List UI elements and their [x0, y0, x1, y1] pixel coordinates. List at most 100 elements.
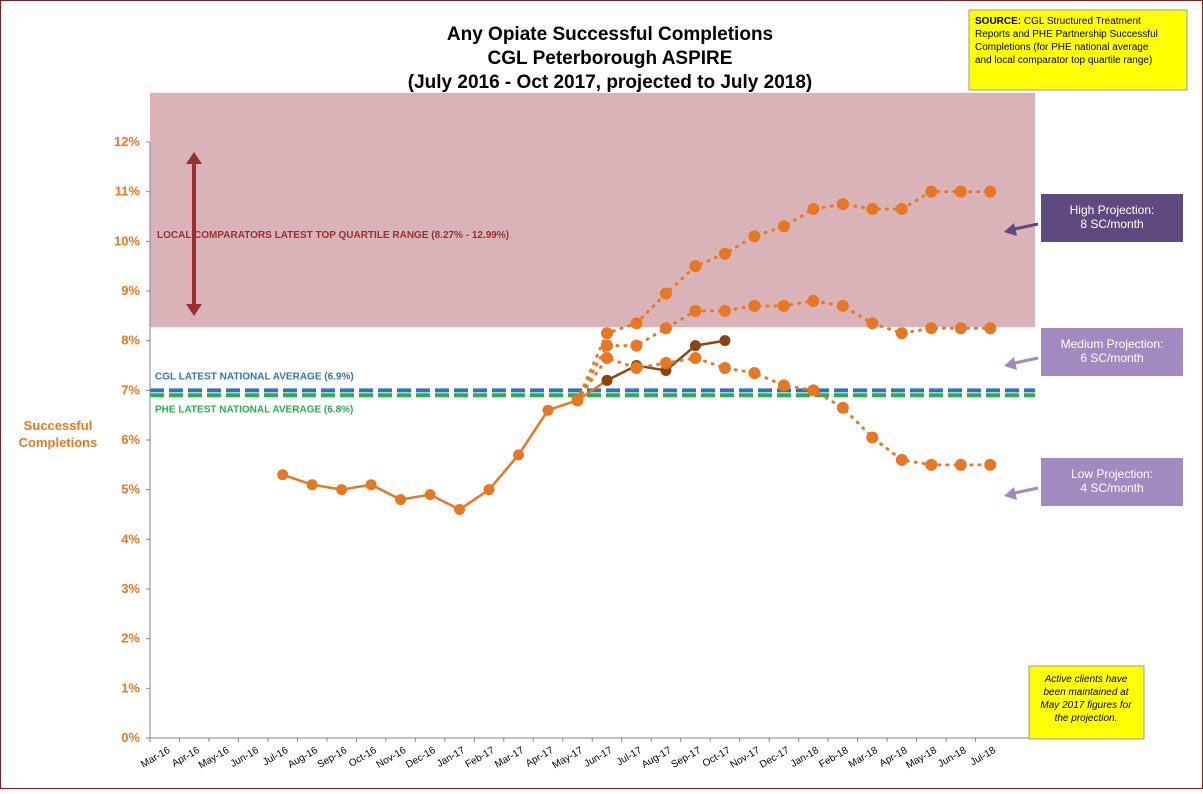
source-line: and local comparator top quartile range): [975, 55, 1152, 66]
callout-text: 4 SC/month: [1080, 481, 1143, 495]
projection-point: [630, 361, 643, 374]
projection-point: [659, 287, 672, 300]
note-text: the projection.: [1055, 713, 1118, 724]
projection-point: [836, 401, 849, 414]
y-tick-label: 1%: [121, 680, 140, 695]
arrow-head: [186, 152, 202, 164]
projection-point: [571, 394, 584, 407]
arrow-head: [186, 304, 202, 316]
projection-point: [748, 299, 761, 312]
projection-point: [866, 431, 879, 444]
y-tick-label: 2%: [121, 631, 140, 646]
projection-point: [659, 322, 672, 335]
y-tick-label: 4%: [121, 531, 140, 546]
projection-point: [984, 458, 997, 471]
projection-point: [836, 198, 849, 211]
projection-point: [748, 230, 761, 243]
projection-point: [807, 384, 820, 397]
projection-point: [689, 260, 702, 273]
actual-point: [306, 479, 318, 491]
projection-point: [866, 317, 879, 330]
callout-arrow-head: [1004, 357, 1017, 370]
callout-text: Medium Projection:: [1061, 337, 1164, 351]
projection-point: [777, 299, 790, 312]
projection-point: [895, 327, 908, 340]
y-tick-label: 9%: [121, 283, 140, 298]
callout-text: 6 SC/month: [1080, 351, 1143, 365]
callout-text: High Projection:: [1070, 203, 1155, 217]
projection-point: [984, 322, 997, 335]
chart-title: CGL Peterborough ASPIRE: [488, 48, 733, 69]
projection-point: [689, 304, 702, 317]
projection-point: [600, 327, 613, 340]
projection-point: [895, 453, 908, 466]
projection-point: [718, 361, 731, 374]
actual-point: [601, 374, 613, 386]
callout-box: [1041, 458, 1183, 506]
y-tick-label: 8%: [121, 333, 140, 348]
projection-point: [984, 185, 997, 198]
callout: High Projection:8 SC/month: [1004, 194, 1183, 242]
callout-arrow-head: [1004, 223, 1017, 236]
source-heading: SOURCE:: [975, 16, 1021, 27]
actual-point: [689, 340, 701, 352]
source-line: CGL Structured Treatment: [1021, 16, 1141, 27]
y-tick-label: 7%: [121, 382, 140, 397]
y-axis-label: Completions: [19, 435, 98, 450]
note-box: Active clients have been maintained at May…: [1028, 665, 1145, 740]
callout: Low Projection:4 SC/month: [1004, 458, 1183, 506]
chart-title: Any Opiate Successful Completions: [447, 24, 773, 45]
y-tick-label: 3%: [121, 581, 140, 596]
projection-point: [954, 185, 967, 198]
callout-arrow-head: [1004, 487, 1017, 500]
callout-text: 8 SC/month: [1080, 217, 1143, 231]
projection-point: [954, 322, 967, 335]
projection-point: [777, 220, 790, 233]
projection-point: [807, 203, 820, 216]
actual-point: [454, 504, 466, 516]
note-text: Active clients have: [1044, 674, 1128, 685]
y-tick-label: 12%: [114, 134, 140, 149]
projection-point: [600, 339, 613, 352]
actual-point: [277, 469, 289, 481]
projection-point: [866, 203, 879, 216]
projection-point: [630, 317, 643, 330]
actual-point: [719, 335, 731, 347]
projection-point: [925, 185, 938, 198]
projection-point: [748, 366, 761, 379]
chart-title: (July 2016 - Oct 2017, projected to July…: [408, 72, 812, 93]
source-line: Reports and PHE Partnership Successful: [975, 29, 1158, 40]
actual-point: [365, 479, 377, 491]
projection-point: [954, 458, 967, 471]
callout-box: [1041, 328, 1183, 376]
projection-point: [925, 458, 938, 471]
y-axis-label: Successful: [24, 418, 93, 433]
reference-label: CGL LATEST NATIONAL AVERAGE (6.9%): [155, 371, 354, 382]
source-text: SOURCE: CGL Structured Treatment: [975, 16, 1141, 27]
source-box: SOURCE: CGL Structured Treatment Reports …: [968, 9, 1188, 91]
actual-point: [483, 484, 495, 496]
reference-label: PHE LATEST NATIONAL AVERAGE (6.8%): [155, 404, 353, 415]
actual-point: [395, 494, 407, 506]
projection-point: [777, 379, 790, 392]
band-arrow: [186, 152, 202, 316]
projection-point: [600, 352, 613, 365]
source-line: Completions (for PHE national average: [975, 42, 1149, 53]
projection-point: [630, 339, 643, 352]
band-label: LOCAL COMPARATORS LATEST TOP QUARTILE RA…: [157, 230, 509, 241]
source-bg: [968, 9, 1188, 91]
y-tick-label: 10%: [114, 233, 140, 248]
lines-layer: [277, 185, 997, 516]
projection-point: [895, 203, 908, 216]
projection-point: [718, 247, 731, 260]
note-text: been maintained at: [1043, 687, 1129, 698]
y-tick-label: 0%: [121, 730, 140, 745]
y-tick-label: 11%: [115, 184, 141, 199]
projection-point: [659, 357, 672, 370]
projection-point: [836, 299, 849, 312]
actual-point: [424, 489, 436, 501]
projection-point: [718, 304, 731, 317]
callout: Medium Projection:6 SC/month: [1004, 328, 1183, 376]
